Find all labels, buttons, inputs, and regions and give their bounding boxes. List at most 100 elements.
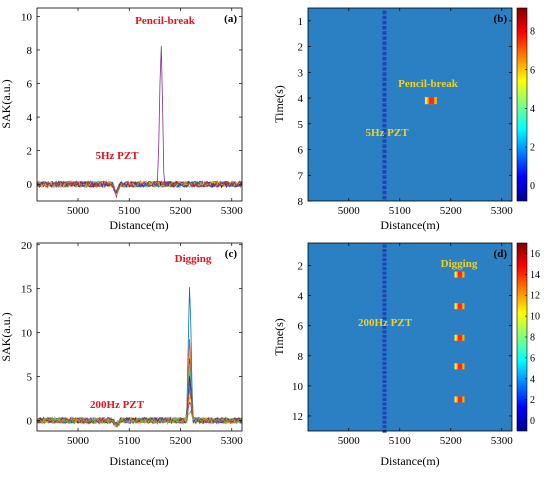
x-axis-label: Distance(m) — [380, 454, 439, 468]
stripe-cell — [382, 82, 387, 87]
stripe-cell — [382, 379, 387, 384]
stripe-cell — [382, 415, 387, 420]
stripe-cell — [382, 384, 387, 388]
event-core — [457, 334, 463, 341]
stripe-cell — [382, 149, 387, 154]
y-axis-label: Time(s) — [272, 318, 286, 356]
series-line — [36, 46, 243, 194]
y-tick-label: 7 — [298, 170, 304, 182]
colorbar-tick-label: 0 — [530, 416, 535, 427]
heatmap-background — [308, 8, 512, 201]
stripe-cell — [382, 321, 387, 325]
x-tick-label: 5000 — [338, 205, 361, 217]
series-line — [36, 409, 243, 428]
stripe-cell — [382, 352, 387, 356]
stripe-cell — [382, 276, 387, 280]
x-tick-label: 5300 — [221, 205, 244, 217]
y-tick-label: 12 — [292, 411, 303, 423]
plot-frame — [307, 7, 513, 202]
stripe-cell — [382, 139, 387, 143]
event-core — [457, 271, 463, 278]
pzt-annotation: 5Hz PZT — [365, 127, 409, 139]
y-tick-label: 1 — [298, 16, 304, 28]
series-line — [36, 351, 243, 428]
y-tick-label: 6 — [27, 79, 33, 91]
event-core — [428, 97, 435, 105]
stripe-cell — [382, 370, 387, 374]
x-tick-label: 5300 — [491, 435, 514, 447]
panel-label: (b) — [494, 13, 508, 25]
stripe-cell — [382, 123, 387, 128]
stripe-cell — [382, 298, 387, 302]
stripe-cell — [382, 424, 387, 429]
y-tick-label: 3 — [298, 67, 304, 79]
y-tick-label: 0 — [27, 415, 33, 427]
x-tick-label: 5300 — [491, 205, 514, 217]
stripe-cell — [382, 312, 387, 316]
y-tick-label: 8 — [298, 196, 304, 208]
x-tick-label: 5100 — [118, 205, 141, 217]
panel-label: (d) — [494, 248, 508, 260]
stripe-cell — [382, 62, 387, 66]
y-axis-label: Time(s) — [272, 85, 286, 123]
plot-frame — [36, 242, 243, 432]
event-core — [457, 363, 463, 370]
x-tick-label: 5200 — [440, 435, 463, 447]
stripe-cell — [382, 253, 387, 257]
x-tick-label: 5000 — [67, 435, 90, 447]
stripe-cell — [382, 10, 387, 15]
stripe-cell — [382, 180, 387, 185]
x-tick-label: 5100 — [389, 435, 412, 447]
stripe-cell — [382, 280, 387, 284]
y-tick-label: 10 — [292, 381, 304, 393]
stripe-cell — [382, 46, 387, 51]
stripe-cell — [382, 402, 387, 406]
stripe-cell — [382, 185, 387, 190]
event-edge — [454, 271, 457, 278]
digging-annotation: Digging — [441, 258, 478, 270]
chart-panel-b: 5000 5100 5200 5300 1 2 3 4 5 6 7 8 0 2 4 6 8 Distance(… — [272, 7, 535, 232]
stripe-cell — [382, 159, 387, 164]
pzt-annotation: 200Hz PZT — [358, 317, 413, 329]
stripe-cell — [382, 267, 387, 271]
plot-frame — [307, 242, 513, 432]
series-line — [36, 368, 243, 426]
colorbar-tick-label: 6 — [530, 65, 535, 76]
stripe-cell — [382, 330, 387, 334]
stripe-cell — [382, 289, 387, 293]
stripe-cell — [382, 411, 387, 415]
stripe-cell — [382, 128, 387, 133]
stripe-cell — [382, 26, 387, 30]
chart-panel-d: 5000 5100 5200 5300 2 4 6 8 10 12 0 2 4 6 8 10 12 14 16 D… — [272, 242, 540, 468]
event-edge — [454, 363, 457, 370]
stripe-cell — [382, 357, 387, 361]
stripe-cell — [382, 361, 387, 365]
x-tick-label: 5200 — [170, 205, 193, 217]
stripe-cell — [382, 118, 387, 123]
stripe-cell — [382, 307, 387, 311]
stripe-cell — [382, 41, 387, 46]
stripe-cell — [382, 316, 387, 320]
panel-label: (c) — [225, 248, 238, 260]
colorbar-tick-label: 4 — [530, 104, 535, 115]
y-tick-label: 20 — [21, 240, 33, 252]
colorbar-tick-label: 16 — [530, 249, 540, 260]
stripe-cell — [382, 164, 387, 169]
heatmap-background — [308, 243, 512, 431]
stripe-cell — [382, 397, 387, 402]
digging-annotation: Digging — [175, 253, 212, 265]
y-tick-label: 10 — [21, 11, 33, 23]
colorbar-tick-label: 8 — [530, 333, 535, 344]
plot-frame — [36, 7, 243, 202]
y-tick-label: 8 — [27, 45, 33, 57]
stripe-cell — [382, 348, 387, 352]
event-edge — [454, 334, 457, 341]
colorbar-tick-label: 0 — [530, 181, 535, 192]
stripe-cell — [382, 244, 387, 248]
stripe-cell — [382, 108, 387, 112]
stripe-cell — [382, 77, 387, 82]
colorbar-tick-label: 6 — [530, 353, 535, 364]
stripe-cell — [382, 31, 387, 35]
y-tick-label: 8 — [298, 351, 304, 363]
